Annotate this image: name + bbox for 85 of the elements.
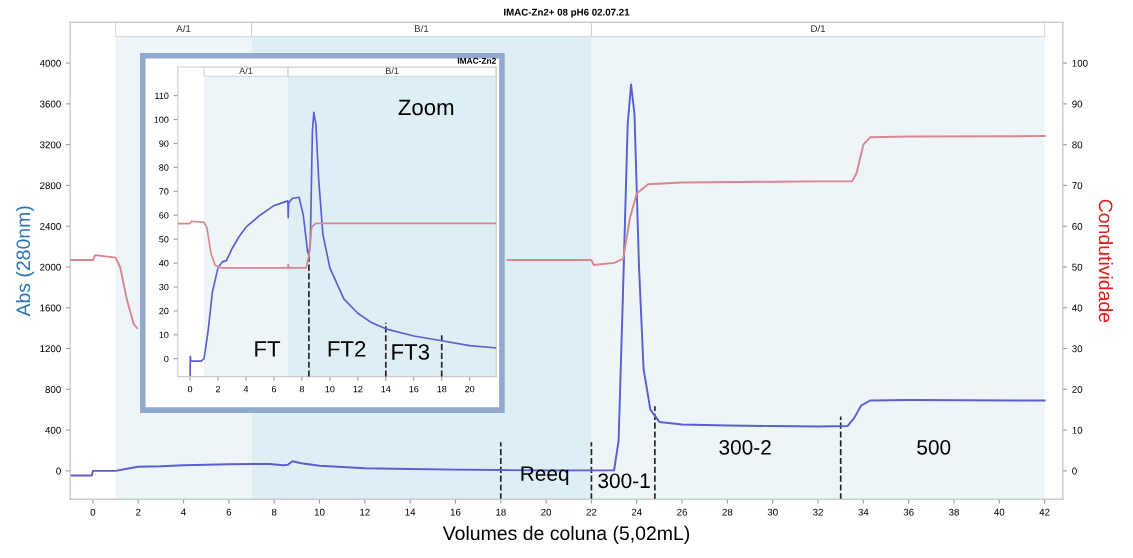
chart-title: IMAC-Zn2+ 08 pH6 02.07.21 <box>504 8 630 18</box>
y-tick-label: 90 <box>159 140 169 147</box>
annotation: Zoom <box>398 99 454 116</box>
x-tick-label: 16 <box>409 385 419 393</box>
y-tick-label: 400 <box>45 426 61 434</box>
x-tick-label: 14 <box>381 386 391 393</box>
band-label: D/1 <box>811 24 826 33</box>
x-tick-label: 8 <box>299 385 305 393</box>
y2-tick-label: 50 <box>1072 263 1083 271</box>
x-tick-label: 6 <box>226 508 232 516</box>
band-label: B/1 <box>414 24 429 33</box>
y-tick-label: 80 <box>159 164 169 171</box>
y-tick-label: 3600 <box>39 100 61 108</box>
x-tick-label: 40 <box>994 508 1005 516</box>
x-tick-label: 10 <box>314 508 325 516</box>
y2-tick-label: 10 <box>1072 426 1083 434</box>
y-tick-label: 4000 <box>39 59 61 67</box>
y2-tick-label: 60 <box>1072 222 1083 230</box>
x-tick-label: 12 <box>353 385 363 393</box>
y-tick-label: 20 <box>159 307 169 315</box>
y-tick-label: 3200 <box>39 141 61 149</box>
y-tick-label: 110 <box>155 92 169 100</box>
y2-tick-label: 90 <box>1072 100 1083 108</box>
x-tick-label: 4 <box>243 386 249 393</box>
y-axis-title: Abs (280nm) <box>15 206 35 317</box>
band-label: B/1 <box>386 67 399 75</box>
y2-tick-label: 40 <box>1072 304 1083 312</box>
annotation: FT <box>255 341 281 357</box>
band-label: A/1 <box>239 67 253 75</box>
x-tick-label: 18 <box>437 385 447 393</box>
y-tick-label: 800 <box>45 386 61 393</box>
x-tick-label: 6 <box>271 385 277 393</box>
annotation: 500 <box>917 439 951 455</box>
x-tick-label: 30 <box>767 508 778 516</box>
x-tick-label: 24 <box>631 508 642 516</box>
y-tick-label: 100 <box>154 116 169 123</box>
x-tick-label: 2 <box>136 508 141 516</box>
annotation: 300-2 <box>719 439 771 455</box>
chart-title: IMAC-Zn2 <box>457 57 496 64</box>
x-tick-label: 20 <box>465 385 475 393</box>
annotation: FT2 <box>328 341 366 357</box>
x-tick-label: 34 <box>858 508 869 516</box>
line-series <box>177 220 497 269</box>
y-tick-label: 70 <box>159 188 169 195</box>
band-label: A/1 <box>176 24 191 33</box>
x-tick-label: 28 <box>722 508 733 516</box>
x-tick-label: 32 <box>812 508 823 516</box>
y-tick-label: 40 <box>159 260 169 267</box>
x-tick-label: 42 <box>1039 508 1050 516</box>
x-tick-label: 2 <box>215 385 221 393</box>
y-tick-label: 2800 <box>40 182 61 190</box>
x-tick-label: 12 <box>360 508 370 516</box>
x-tick-label: 20 <box>541 508 552 516</box>
y-tick-label: 60 <box>159 212 169 219</box>
y2-tick-label: 30 <box>1072 345 1083 353</box>
y-tick-label: 30 <box>159 283 169 291</box>
annotation: FT3 <box>392 344 430 360</box>
annotation: 300-1 <box>598 473 650 489</box>
annotation: Reeq <box>521 466 569 486</box>
x-tick-label: 22 <box>586 508 597 516</box>
x-tick-label: 18 <box>496 508 506 516</box>
y-tick-label: 1200 <box>40 345 61 353</box>
x-tick-label: 38 <box>948 508 959 516</box>
x-tick-label: 14 <box>405 508 416 516</box>
y-tick-label: 10 <box>159 331 169 339</box>
x-tick-label: 36 <box>903 508 914 516</box>
y-tick-label: 50 <box>159 236 169 243</box>
y-tick-label: 2400 <box>40 222 61 230</box>
x-tick-label: 0 <box>90 508 96 516</box>
x-axis-title: Volumes de coluna (5,02mL) <box>442 525 690 544</box>
y2-tick-label: 100 <box>1072 59 1088 67</box>
y-tick-label: 1600 <box>40 304 61 312</box>
y2-tick-label: 0 <box>1072 467 1077 475</box>
x-tick-label: 16 <box>450 508 461 516</box>
y2-tick-label: 80 <box>1072 141 1083 149</box>
y-tick-label: 0 <box>164 355 169 363</box>
x-tick-label: 4 <box>181 508 186 516</box>
x-tick-label: 10 <box>325 385 335 393</box>
x-tick-label: 0 <box>187 385 193 393</box>
y2-tick-label: 70 <box>1072 182 1083 190</box>
y-tick-label: 2000 <box>40 263 61 271</box>
y2-axis-title: Condutividade <box>1098 199 1113 323</box>
x-tick-label: 8 <box>271 508 277 516</box>
x-tick-label: 26 <box>677 508 688 516</box>
y-tick-label: 0 <box>56 467 61 475</box>
